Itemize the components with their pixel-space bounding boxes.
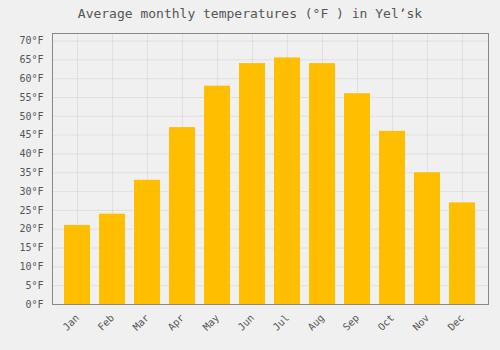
svg-text:45°F: 45°F [19,129,43,140]
svg-text:35°F: 35°F [19,167,43,178]
svg-text:60°F: 60°F [19,73,43,84]
svg-text:May: May [201,312,222,333]
svg-text:Apr: Apr [166,312,187,333]
svg-text:Feb: Feb [96,312,117,333]
svg-text:70°F: 70°F [19,35,43,46]
svg-text:Jun: Jun [236,312,257,333]
svg-text:Nov: Nov [411,312,432,333]
svg-text:25°F: 25°F [19,205,43,216]
svg-text:15°F: 15°F [19,242,43,253]
svg-text:30°F: 30°F [19,186,43,197]
svg-text:Mar: Mar [131,312,152,333]
svg-text:0°F: 0°F [25,299,43,310]
html-text:Average monthly temperatures (: Average monthly temperatures (°F ) in Ye… [77,6,423,21]
svg-text:40°F: 40°F [19,148,43,159]
svg-text:10°F: 10°F [19,261,43,272]
svg-text:5°F: 5°F [25,280,43,291]
svg-text:Dec: Dec [446,312,467,333]
svg-text:Oct: Oct [376,312,397,333]
svg-text:20°F: 20°F [19,223,43,234]
svg-text:Sep: Sep [341,312,362,333]
svg-text:Jan: Jan [61,312,82,333]
svg-text:65°F: 65°F [19,54,43,65]
svg-text:Jul: Jul [271,312,292,333]
svg-text:55°F: 55°F [19,92,43,103]
svg-text:50°F: 50°F [19,111,43,122]
svg-text:Aug: Aug [306,312,327,333]
